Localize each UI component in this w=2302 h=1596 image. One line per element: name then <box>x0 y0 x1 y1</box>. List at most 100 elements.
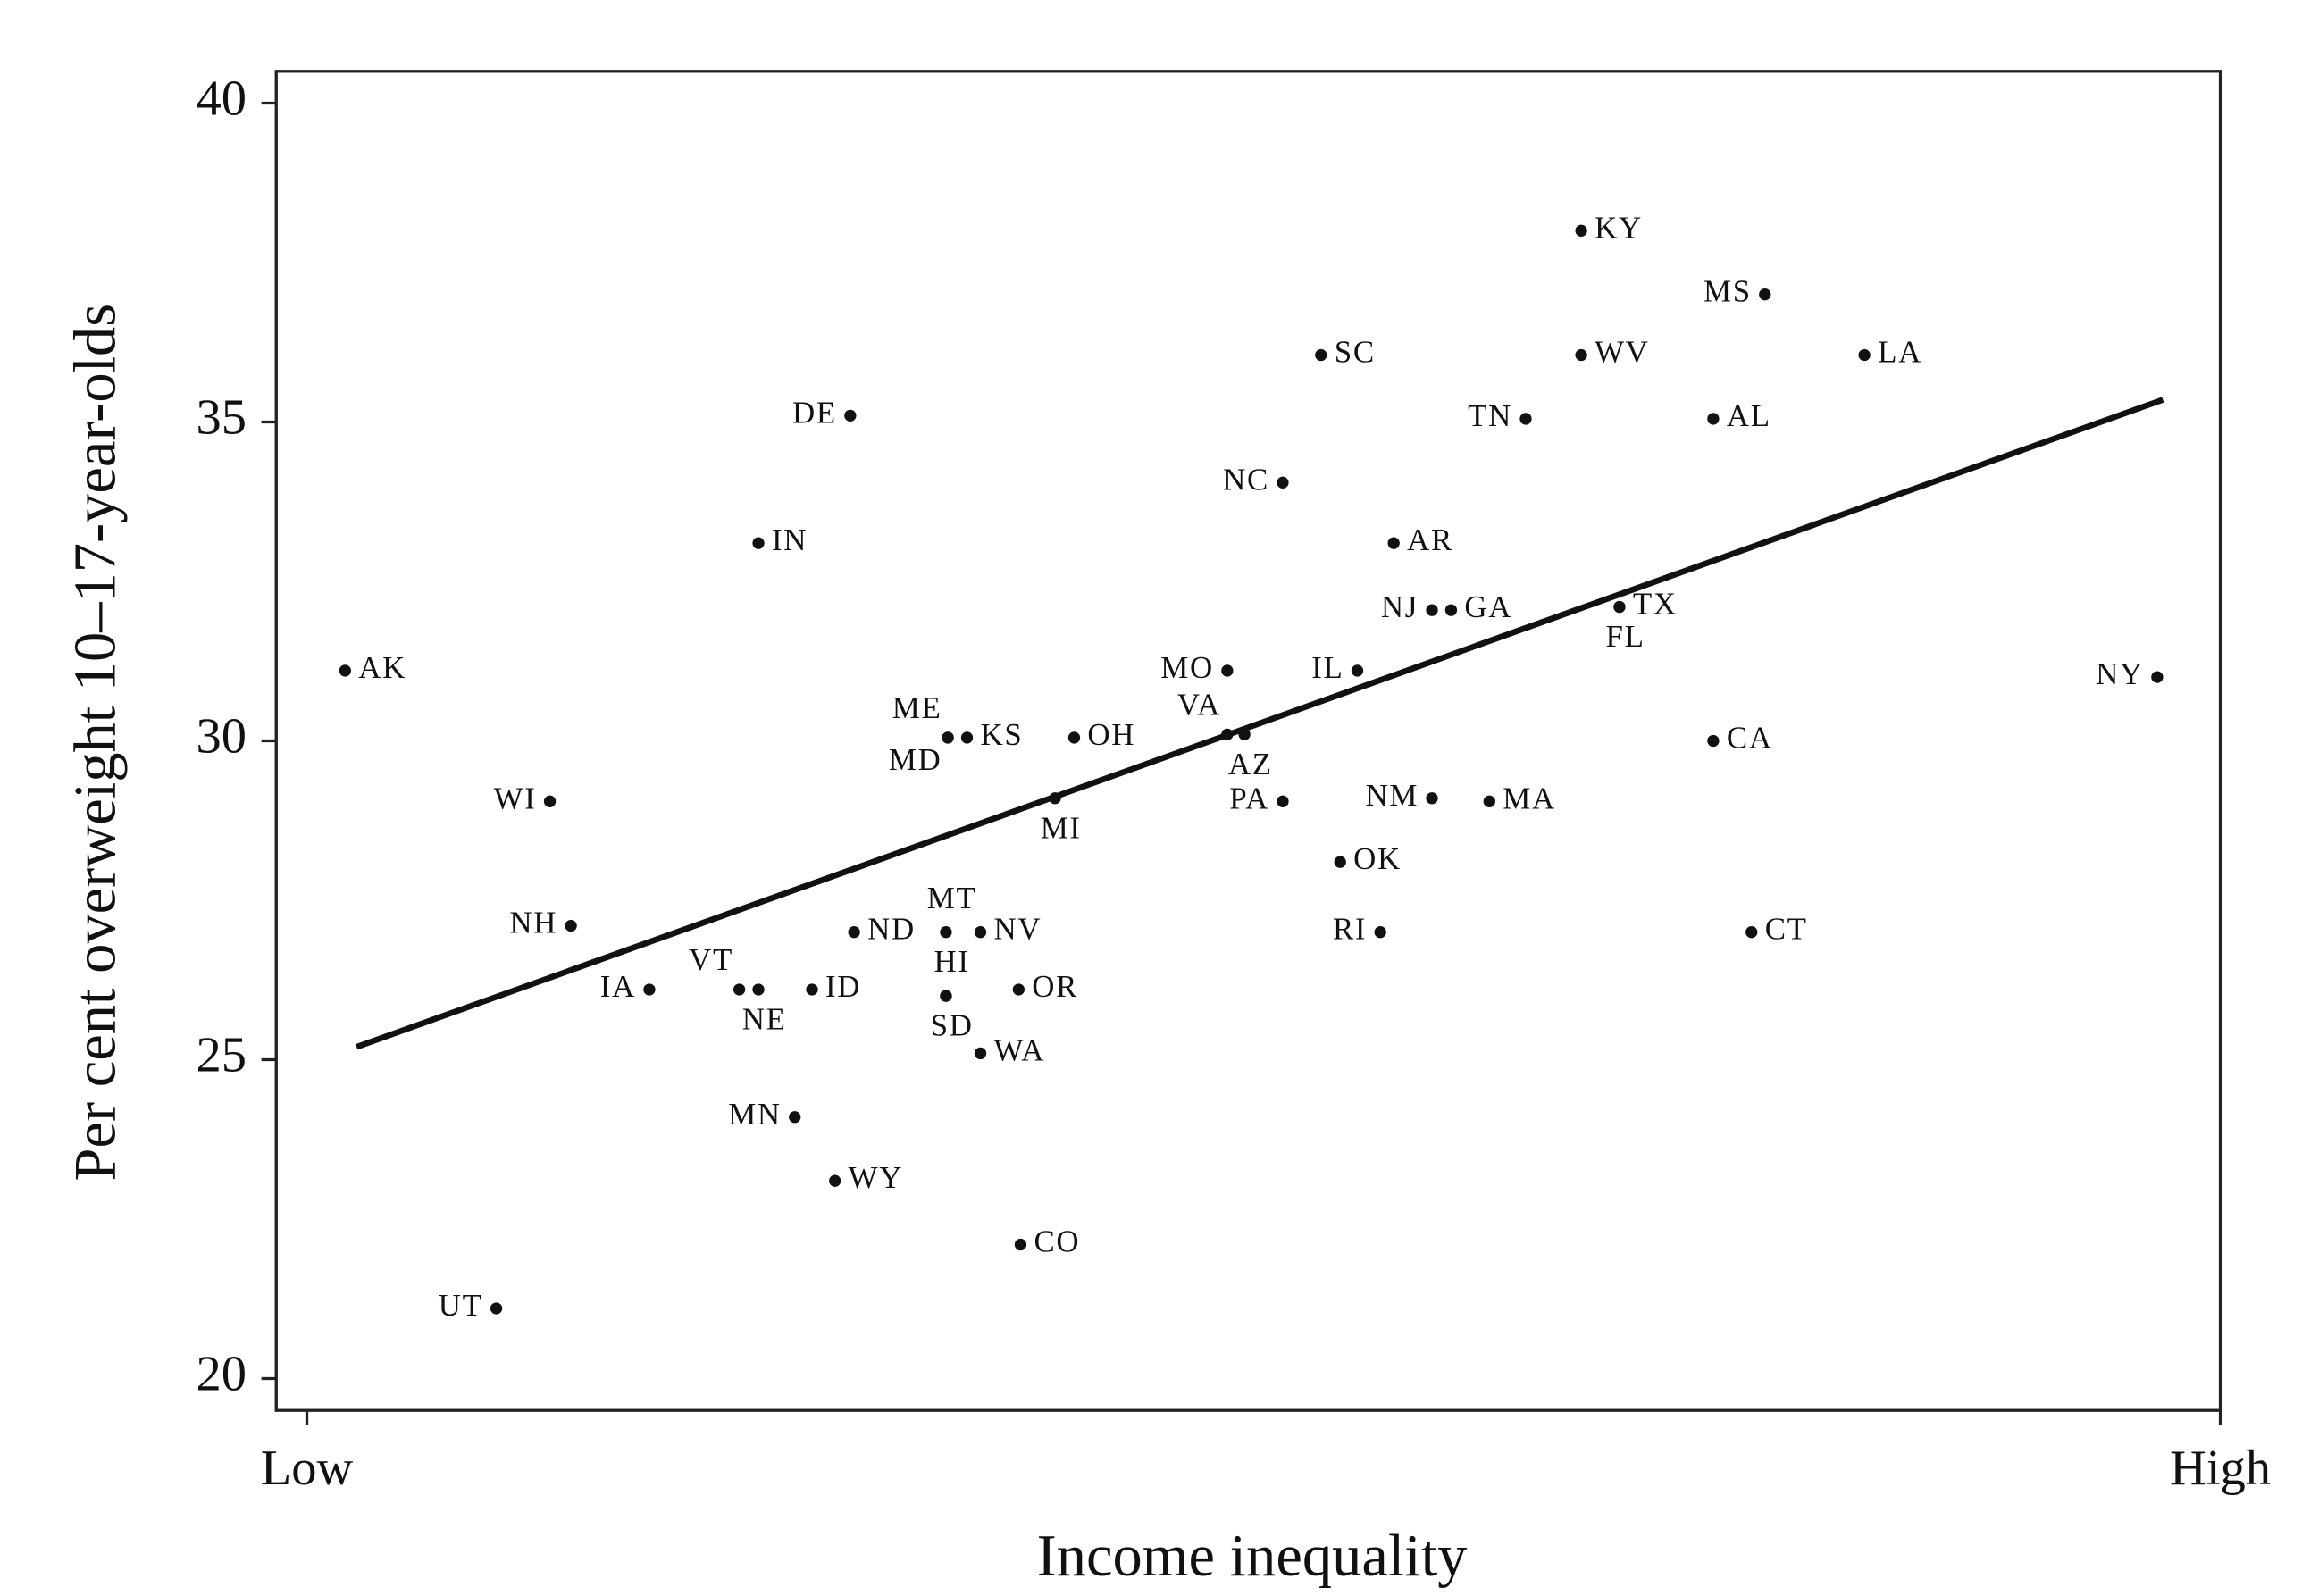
y-tick-label: 40 <box>196 71 247 126</box>
point <box>974 1047 987 1060</box>
point <box>1707 413 1720 425</box>
x-tick-label: High <box>2170 1441 2271 1496</box>
point-label: SD <box>931 1008 974 1043</box>
point-label: CT <box>1765 912 1808 947</box>
point <box>789 1111 801 1124</box>
point-label: CO <box>1034 1224 1080 1259</box>
point-label: NE <box>742 1002 787 1037</box>
y-tick-label: 30 <box>196 708 247 764</box>
point <box>829 1174 841 1187</box>
point-label: MS <box>1703 274 1752 309</box>
point <box>1575 348 1587 362</box>
point <box>806 983 818 996</box>
point-label: NV <box>993 912 1042 947</box>
point-label: MO <box>1160 650 1214 685</box>
point-label: NJ <box>1381 589 1419 624</box>
point-label: DE <box>792 395 837 430</box>
point-label: WA <box>993 1032 1045 1067</box>
point-label: OH <box>1087 717 1135 752</box>
point <box>543 795 557 807</box>
point <box>1374 926 1386 939</box>
point <box>1707 734 1720 748</box>
point-label: MA <box>1503 781 1556 815</box>
point <box>942 731 954 744</box>
point <box>1351 664 1364 677</box>
point-label: LA <box>1878 335 1922 370</box>
point-label: PA <box>1229 781 1269 815</box>
point <box>1483 795 1495 807</box>
point <box>752 983 765 996</box>
point-label: NM <box>1365 778 1419 813</box>
point-label: CA <box>1727 721 1773 756</box>
point-label: WV <box>1595 335 1649 370</box>
point-label: ND <box>867 912 916 947</box>
point-label: UT <box>439 1288 483 1323</box>
point <box>1613 600 1626 614</box>
point <box>1221 728 1234 741</box>
point-label: GA <box>1464 589 1512 624</box>
point <box>974 926 987 939</box>
point <box>1519 413 1532 425</box>
point-label: HI <box>934 944 970 979</box>
point <box>1238 728 1251 741</box>
point-label: ID <box>825 969 861 1004</box>
point <box>1426 604 1438 616</box>
point-label: VA <box>1177 687 1221 722</box>
point-label: AZ <box>1228 747 1273 781</box>
point-label: MN <box>728 1097 782 1132</box>
point <box>1745 926 1758 939</box>
point <box>940 926 952 939</box>
point <box>1334 856 1346 868</box>
plot-frame <box>274 70 2222 1412</box>
point-label: MI <box>1041 810 1082 845</box>
point-label: OR <box>1032 969 1078 1004</box>
point <box>1315 348 1327 362</box>
point-label: AR <box>1407 522 1453 557</box>
point <box>1067 731 1081 744</box>
point <box>732 983 746 996</box>
point-label: RI <box>1333 912 1367 947</box>
y-tick-label: 35 <box>196 389 247 445</box>
point <box>1277 795 1289 807</box>
y-axis-title: Per cent overweight 10–17-year-olds <box>63 304 128 1182</box>
point <box>960 731 974 744</box>
point <box>1049 792 1061 805</box>
point <box>2151 671 2164 683</box>
point-label: NH <box>509 906 557 940</box>
point <box>1759 288 1771 301</box>
point-label: MD <box>889 742 942 777</box>
point-label: WI <box>494 781 537 815</box>
point-label: NY <box>2096 656 2144 691</box>
point-label: SC <box>1335 335 1376 370</box>
point-label: ME <box>892 690 942 725</box>
point <box>1387 537 1400 549</box>
trend-line <box>356 397 2164 1050</box>
point-label: TX <box>1633 587 1678 622</box>
point <box>844 409 857 422</box>
y-tick-label: 25 <box>196 1027 247 1082</box>
point-label: IL <box>1311 650 1344 685</box>
point-label: KS <box>980 717 1023 752</box>
point-label: WY <box>849 1160 903 1195</box>
point <box>1012 983 1025 996</box>
point-label: OK <box>1353 841 1402 876</box>
point <box>940 990 952 1002</box>
point <box>339 664 352 677</box>
x-axis-title: Income inequality <box>1037 1524 1468 1589</box>
point <box>752 537 765 549</box>
point-label: AL <box>1727 398 1771 433</box>
point <box>1444 604 1458 616</box>
point <box>848 926 860 939</box>
point-label: IA <box>600 969 636 1004</box>
point-label: MT <box>927 881 977 915</box>
point <box>1426 792 1438 805</box>
point <box>490 1302 503 1315</box>
point-label: FL <box>1606 619 1645 654</box>
x-tick-label: Low <box>261 1441 354 1496</box>
point-label: TN <box>1468 398 1512 433</box>
point <box>643 983 656 996</box>
y-tick-label: 20 <box>196 1346 247 1401</box>
point-label: AK <box>358 650 406 685</box>
